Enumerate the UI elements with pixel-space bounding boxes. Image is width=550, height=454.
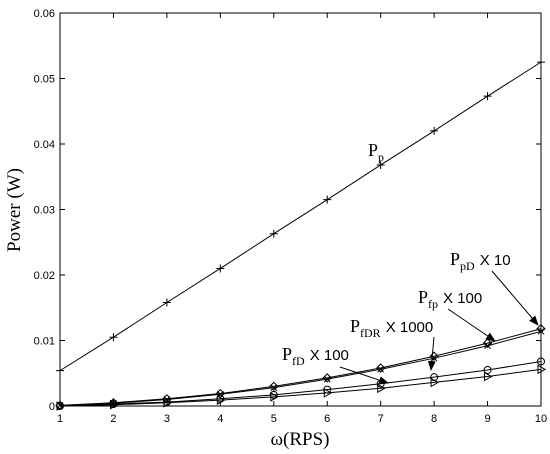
triangle-marker [216,395,226,405]
x-tick-label: 2 [110,413,116,425]
plus-marker [537,58,545,67]
x-tick-label: 1 [57,413,63,425]
annotation-pfdr: PfDR X 1000 [350,316,436,371]
y-axis-title: Power (W) [4,168,25,252]
annotation-pfd: PfD X 100 [282,344,389,384]
y-tick-label: 0.01 [34,336,55,348]
triangle-marker [270,391,279,402]
triangle-marker [163,397,172,408]
svg-text:Pp: Pp [368,140,384,164]
series-line [59,328,542,406]
plot-area-frame [59,12,542,407]
plus-marker [430,126,439,135]
annotation-pfp-arrow [447,308,496,342]
plus-marker [376,160,385,169]
y-tick-label: 0.02 [34,270,55,282]
annotation-pp: Pp [368,140,384,164]
plus-marker [323,195,332,204]
series-0-plus [56,58,545,375]
triangle-marker [377,383,386,394]
series-line [59,330,542,406]
diamond-marker [482,338,493,348]
x-tick-label: 7 [378,413,384,425]
triangle-marker [430,377,440,388]
series-4-triangle [56,364,547,411]
y-tick-label: 0.04 [34,139,55,151]
y-tick-label: 0.06 [34,8,55,20]
circle-marker [537,357,545,366]
x-marker [270,384,278,392]
x-tick-label: 6 [324,413,330,425]
triangle-marker [323,388,333,398]
annotation-ppd: PpD X 10 [450,249,539,326]
annotation-pfdr-arrow [427,336,436,371]
x-marker [323,375,331,383]
y-tick-label: 0.03 [34,205,55,217]
series-2-x [56,327,545,409]
circle-marker [483,365,492,374]
series-line [59,368,542,407]
x-tick-label: 10 [535,413,547,425]
x-marker [484,342,491,350]
plus-marker [269,229,278,238]
series-line [59,61,542,372]
axis-ticks: 1 2 3 4 5 6 7 8 9 10 0 0.01 0.02 0.03 0.04 0.05 0.06 [34,8,548,425]
triangle-marker [56,401,66,411]
triangle-marker [109,399,119,410]
annotation-ppd-arrow [491,270,539,326]
annotation-pfd-arrow [339,366,389,384]
y-tick-label: 0 [49,401,55,413]
x-tick-label: 3 [164,413,170,425]
diamond-marker [536,324,546,334]
x-tick-label: 5 [271,413,277,425]
x-marker [377,365,385,373]
plus-marker [216,264,225,273]
x-axis-title: ω(RPS) [271,429,330,450]
x-marker [537,327,545,335]
triangle-marker [537,364,547,375]
plus-marker [56,366,64,375]
series-layer [55,58,547,411]
plus-marker [162,298,171,307]
x-tick-label: 4 [217,413,223,425]
x-tick-label: 8 [431,413,437,425]
triangle-marker [484,371,493,382]
x-tick-label: 9 [484,413,490,425]
annotation-pfp: Pfp X 100 [418,287,496,342]
plus-marker [109,333,118,342]
series-line [59,360,542,407]
y-tick-label: 0.05 [34,74,55,86]
plus-marker [483,92,492,101]
